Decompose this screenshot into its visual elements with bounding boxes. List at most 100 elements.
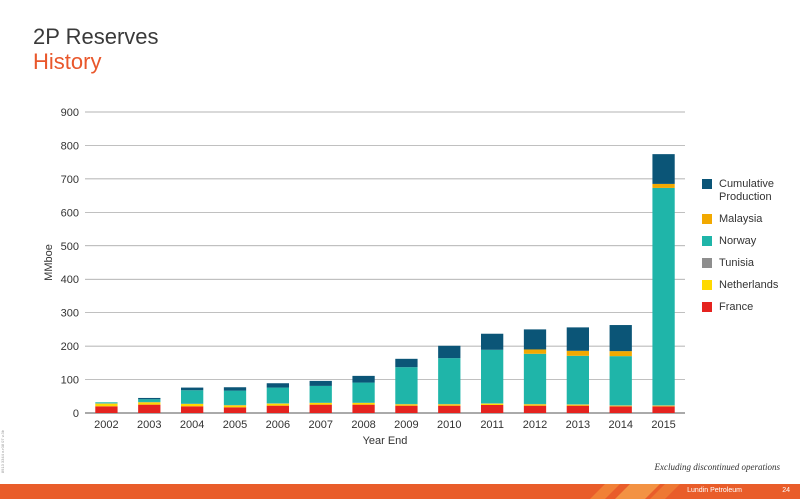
x-axis-label: Year End: [363, 435, 408, 447]
legend-label: Norway: [719, 235, 757, 247]
x-tick-label: 2003: [137, 419, 161, 431]
bar-netherlands-2003: [138, 402, 161, 405]
chart-legend: Cumulative Production Malaysia Norway Tunis…: [702, 178, 792, 323]
legend-swatch: [702, 236, 712, 246]
bar-netherlands-2013: [566, 404, 589, 406]
legend-item: Malaysia: [702, 213, 792, 226]
bar-norway-2009: [395, 367, 418, 404]
y-tick-label: 300: [61, 308, 79, 320]
legend-item: Netherlands: [702, 279, 792, 292]
bar-malaysia-2015: [652, 183, 675, 188]
bar-norway-2012: [523, 353, 547, 404]
bar-france-2005: [223, 407, 247, 413]
legend-label: Tunisia: [719, 257, 755, 269]
bar-malaysia-2014: [609, 351, 632, 357]
bar-netherlands-2005: [223, 405, 247, 408]
bar-france-2011: [481, 404, 504, 413]
bar-netherlands-2014: [609, 405, 632, 407]
bar-cumulative-production-2003: [138, 397, 161, 400]
bar-norway-2015: [652, 187, 675, 406]
bar-norway-2013: [566, 355, 589, 405]
x-tick-label: 2006: [266, 419, 290, 431]
bar-malaysia-2012: [523, 349, 547, 354]
legend-swatch: [702, 280, 712, 290]
bar-norway-2014: [609, 356, 632, 406]
x-tick-label: 2009: [394, 419, 418, 431]
bar-cumulative-production-2008: [352, 375, 375, 383]
bar-norway-2006: [266, 387, 289, 404]
y-tick-label: 500: [61, 241, 79, 253]
x-tick-label: 2010: [437, 419, 461, 431]
bar-netherlands-2009: [395, 404, 418, 406]
legend-label: France: [719, 301, 754, 313]
bar-cumulative-production-2012: [523, 329, 547, 350]
y-tick-label: 700: [61, 174, 79, 186]
bar-norway-2002: [95, 402, 118, 404]
y-tick-label: 200: [61, 341, 79, 353]
bar-france-2013: [566, 405, 589, 413]
bar-france-2003: [138, 404, 161, 413]
y-axis-label: MMboe: [43, 244, 55, 281]
bar-netherlands-2006: [266, 403, 289, 406]
bar-norway-2004: [181, 390, 204, 404]
side-code: 8913 3344 o.r08 07 v.3b: [0, 430, 5, 474]
bar-norway-2008: [352, 382, 375, 403]
bar-cumulative-production-2013: [566, 327, 589, 351]
x-tick-label: 2004: [180, 419, 204, 431]
bar-france-2012: [523, 405, 547, 413]
legend-label: Cumulative Production: [719, 178, 775, 203]
bar-france-2014: [609, 406, 632, 413]
bar-netherlands-2002: [95, 403, 118, 407]
bar-cumulative-production-2014: [609, 325, 632, 352]
bar-france-2009: [395, 405, 418, 413]
bar-netherlands-2007: [309, 402, 332, 405]
bar-norway-2011: [481, 349, 504, 404]
bar-netherlands-2011: [481, 403, 504, 405]
x-tick-label: 2007: [308, 419, 332, 431]
bar-france-2004: [181, 406, 204, 413]
bar-netherlands-2012: [523, 404, 547, 406]
bar-cumulative-production-2010: [438, 345, 461, 359]
bar-norway-2005: [223, 390, 247, 405]
legend-label: Malaysia: [719, 213, 763, 225]
y-tick-label: 800: [61, 140, 79, 152]
bar-norway-2007: [309, 385, 332, 403]
x-tick-label: 2005: [223, 419, 247, 431]
bar-france-2002: [95, 406, 118, 413]
legend-swatch: [702, 258, 712, 268]
footer-bar: Lundin Petroleum 24: [0, 484, 800, 499]
bar-netherlands-2004: [181, 403, 204, 407]
bar-france-2007: [309, 404, 332, 413]
x-tick-label: 2008: [351, 419, 375, 431]
legend-item: France: [702, 301, 792, 314]
bar-france-2010: [438, 405, 461, 413]
bar-cumulative-production-2006: [266, 383, 289, 388]
legend-swatch: [702, 214, 712, 224]
bar-france-2015: [652, 406, 675, 413]
legend-swatch: [702, 302, 712, 312]
x-tick-label: 2015: [651, 419, 675, 431]
bar-cumulative-production-2009: [395, 358, 418, 368]
footnote: Excluding discontinued operations: [654, 462, 780, 472]
page-title: 2P Reserves: [33, 24, 159, 49]
y-tick-label: 600: [61, 207, 79, 219]
x-tick-label: 2013: [566, 419, 590, 431]
bar-cumulative-production-2007: [309, 380, 332, 386]
bar-norway-2010: [438, 358, 461, 404]
legend-item: Tunisia: [702, 257, 792, 270]
bar-netherlands-2010: [438, 404, 461, 406]
x-tick-label: 2014: [608, 419, 632, 431]
bar-cumulative-production-2004: [181, 387, 204, 391]
x-tick-label: 2012: [523, 419, 547, 431]
bar-norway-2003: [138, 399, 161, 402]
legend-label: Netherlands: [719, 279, 779, 291]
footer-page-number: 24: [782, 487, 790, 494]
x-tick-label: 2002: [94, 419, 118, 431]
y-tick-label: 400: [61, 274, 79, 286]
bar-cumulative-production-2011: [481, 333, 504, 350]
legend-item: Cumulative Production: [702, 178, 792, 204]
legend-item: Norway: [702, 235, 792, 248]
page-subtitle: History: [33, 49, 102, 74]
x-tick-label: 2011: [480, 419, 504, 431]
bar-cumulative-production-2015: [652, 154, 675, 184]
